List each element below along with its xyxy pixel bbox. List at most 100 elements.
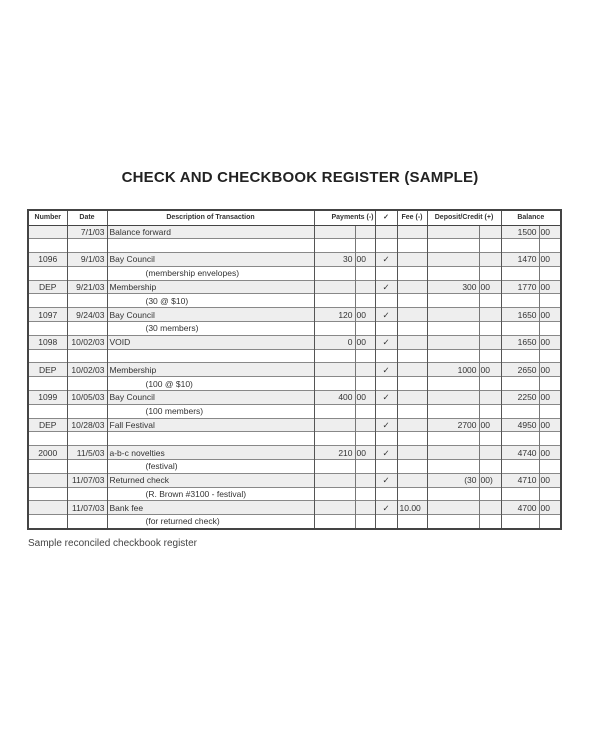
cell-payment-dollars: 210	[313, 445, 355, 460]
cell-payment-dollars	[313, 500, 355, 515]
cell-balance-dollars	[500, 514, 540, 529]
cell-check-mark: ✓	[374, 335, 398, 350]
cell-check-mark: ✓	[374, 307, 398, 322]
cell-number	[27, 514, 68, 529]
cell-check-mark	[374, 376, 398, 391]
cell-balance-cents: 00	[538, 252, 562, 267]
cell-balance-cents: 00	[538, 335, 562, 350]
cell-balance-cents	[538, 293, 562, 308]
cell-description	[106, 349, 315, 363]
cell-description: (festival)	[106, 459, 315, 474]
table-row: DEP 10/02/03 Membership ✓ 1000 00 2650 00	[27, 362, 562, 377]
header-check: ✓	[374, 210, 398, 226]
cell-fee	[396, 431, 428, 446]
cell-number: DEP	[27, 362, 68, 377]
cell-description: VOID	[106, 335, 315, 350]
cell-number	[27, 225, 68, 239]
header-fee: Fee (-)	[396, 210, 428, 226]
cell-fee	[396, 307, 428, 322]
cell-payment-cents	[354, 418, 376, 432]
cell-payment-dollars	[313, 514, 355, 529]
cell-date	[66, 266, 108, 281]
cell-payment-cents: 00	[354, 445, 376, 460]
table-row: 1099 10/05/03 Bay Council 400 00 ✓ 2250 00	[27, 390, 562, 405]
cell-date	[66, 514, 108, 529]
cell-check-mark: ✓	[374, 252, 398, 267]
cell-deposit-cents	[478, 293, 502, 308]
table-row: 11/07/03 Bank fee ✓ 10.00 4700 00	[27, 500, 562, 515]
cell-description: (30 members)	[106, 321, 315, 336]
cell-payment-dollars	[313, 362, 355, 377]
cell-deposit-cents	[478, 225, 502, 239]
cell-fee	[396, 335, 428, 350]
table-row: (30 @ $10)	[27, 293, 562, 308]
cell-balance-dollars	[500, 376, 540, 391]
cell-date: 11/07/03	[66, 473, 108, 488]
cell-fee	[396, 349, 428, 363]
table-row: 2000 11/5/03 a-b-c novelties 210 00 ✓ 4740 00	[27, 445, 562, 460]
cell-description: (100 members)	[106, 404, 315, 419]
cell-deposit-dollars: 300	[426, 280, 480, 294]
cell-balance-dollars: 2650	[500, 362, 540, 377]
cell-payment-cents	[354, 238, 376, 253]
cell-balance-dollars: 1650	[500, 307, 540, 322]
table-row: (30 members)	[27, 321, 562, 336]
cell-balance-dollars: 4710	[500, 473, 540, 488]
cell-payment-cents: 00	[354, 307, 376, 322]
cell-number	[27, 500, 68, 515]
cell-fee	[396, 459, 428, 474]
cell-number: 1096	[27, 252, 68, 267]
cell-fee	[396, 404, 428, 419]
cell-date: 10/02/03	[66, 335, 108, 350]
table-row: (for returned check)	[27, 514, 562, 529]
cell-number: 2000	[27, 445, 68, 460]
cell-description: Membership	[106, 362, 315, 377]
cell-deposit-cents	[478, 266, 502, 281]
cell-deposit-cents	[478, 487, 502, 501]
cell-fee	[396, 362, 428, 377]
cell-number	[27, 321, 68, 336]
table-row: 11/07/03 Returned check ✓ (30 00) 4710 00	[27, 473, 562, 488]
cell-balance-dollars	[500, 321, 540, 336]
cell-fee	[396, 252, 428, 267]
table-row: 7/1/03 Balance forward 1500 00	[27, 225, 562, 239]
cell-number: 1097	[27, 307, 68, 322]
cell-date: 7/1/03	[66, 225, 108, 239]
cell-deposit-cents: 00)	[478, 473, 502, 488]
cell-number	[27, 404, 68, 419]
cell-description: Bay Council	[106, 390, 315, 405]
cell-deposit-dollars	[426, 376, 480, 391]
cell-fee	[396, 473, 428, 488]
cell-balance-cents	[538, 238, 562, 253]
header-balance: Balance	[500, 210, 562, 226]
cell-date: 11/5/03	[66, 445, 108, 460]
cell-date: 9/21/03	[66, 280, 108, 294]
cell-payment-dollars	[313, 418, 355, 432]
cell-payment-cents: 00	[354, 335, 376, 350]
cell-number: DEP	[27, 280, 68, 294]
cell-fee	[396, 225, 428, 239]
page-title: CHECK AND CHECKBOOK REGISTER (SAMPLE)	[121, 169, 479, 186]
cell-deposit-dollars	[426, 514, 480, 529]
cell-balance-dollars	[500, 459, 540, 474]
cell-deposit-dollars	[426, 404, 480, 419]
cell-balance-cents: 00	[538, 280, 562, 294]
cell-payment-cents	[354, 349, 376, 363]
cell-payment-cents	[354, 487, 376, 501]
table-row: 1098 10/02/03 VOID 0 00 ✓ 1650 00	[27, 335, 562, 350]
cell-balance-cents	[538, 487, 562, 501]
cell-balance-dollars	[500, 431, 540, 446]
table-row: (festival)	[27, 459, 562, 474]
cell-check-mark: ✓	[374, 362, 398, 377]
cell-payment-cents	[354, 321, 376, 336]
cell-payment-dollars	[313, 459, 355, 474]
cell-payment-cents	[354, 293, 376, 308]
cell-check-mark	[374, 514, 398, 529]
cell-date: 9/1/03	[66, 252, 108, 267]
cell-deposit-dollars	[426, 500, 480, 515]
cell-deposit-dollars	[426, 252, 480, 267]
cell-deposit-cents	[478, 238, 502, 253]
cell-deposit-dollars	[426, 225, 480, 239]
cell-deposit-dollars	[426, 487, 480, 501]
cell-deposit-dollars	[426, 238, 480, 253]
